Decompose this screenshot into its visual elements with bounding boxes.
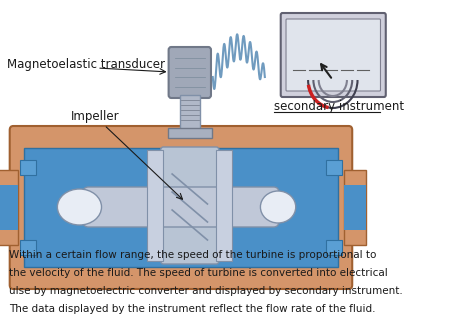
Bar bbox=[180, 95, 199, 130]
Bar bbox=[168, 128, 212, 138]
FancyBboxPatch shape bbox=[169, 47, 211, 98]
Ellipse shape bbox=[58, 189, 102, 225]
Bar bbox=[344, 170, 366, 245]
Text: Impeller: Impeller bbox=[71, 110, 119, 123]
Bar bbox=[24, 148, 338, 267]
FancyBboxPatch shape bbox=[161, 147, 219, 264]
Text: secondary instrument: secondary instrument bbox=[274, 100, 404, 113]
FancyBboxPatch shape bbox=[83, 187, 279, 227]
Ellipse shape bbox=[261, 191, 296, 223]
Bar bbox=[344, 185, 366, 230]
Text: ulse by magnetoelectric converter and displayed by secondary instrument.: ulse by magnetoelectric converter and di… bbox=[9, 286, 403, 296]
Bar bbox=[326, 240, 342, 255]
FancyBboxPatch shape bbox=[286, 19, 381, 91]
Text: the velocity of the fluid. The speed of turbine is converted into electrical: the velocity of the fluid. The speed of … bbox=[9, 268, 387, 278]
Bar bbox=[0, 170, 18, 245]
Text: The data displayed by the instrument reflect the flow rate of the fluid.: The data displayed by the instrument ref… bbox=[9, 304, 375, 314]
Bar bbox=[20, 240, 36, 255]
Bar bbox=[148, 150, 163, 261]
Bar bbox=[20, 160, 36, 175]
FancyBboxPatch shape bbox=[10, 126, 352, 289]
Bar bbox=[326, 160, 342, 175]
FancyBboxPatch shape bbox=[281, 13, 386, 97]
Text: Magnetoelastic transducer: Magnetoelastic transducer bbox=[7, 58, 165, 71]
Bar bbox=[0, 185, 18, 230]
Text: Within a certain flow range, the speed of the turbine is proportional to: Within a certain flow range, the speed o… bbox=[9, 250, 376, 260]
Bar bbox=[216, 150, 232, 261]
